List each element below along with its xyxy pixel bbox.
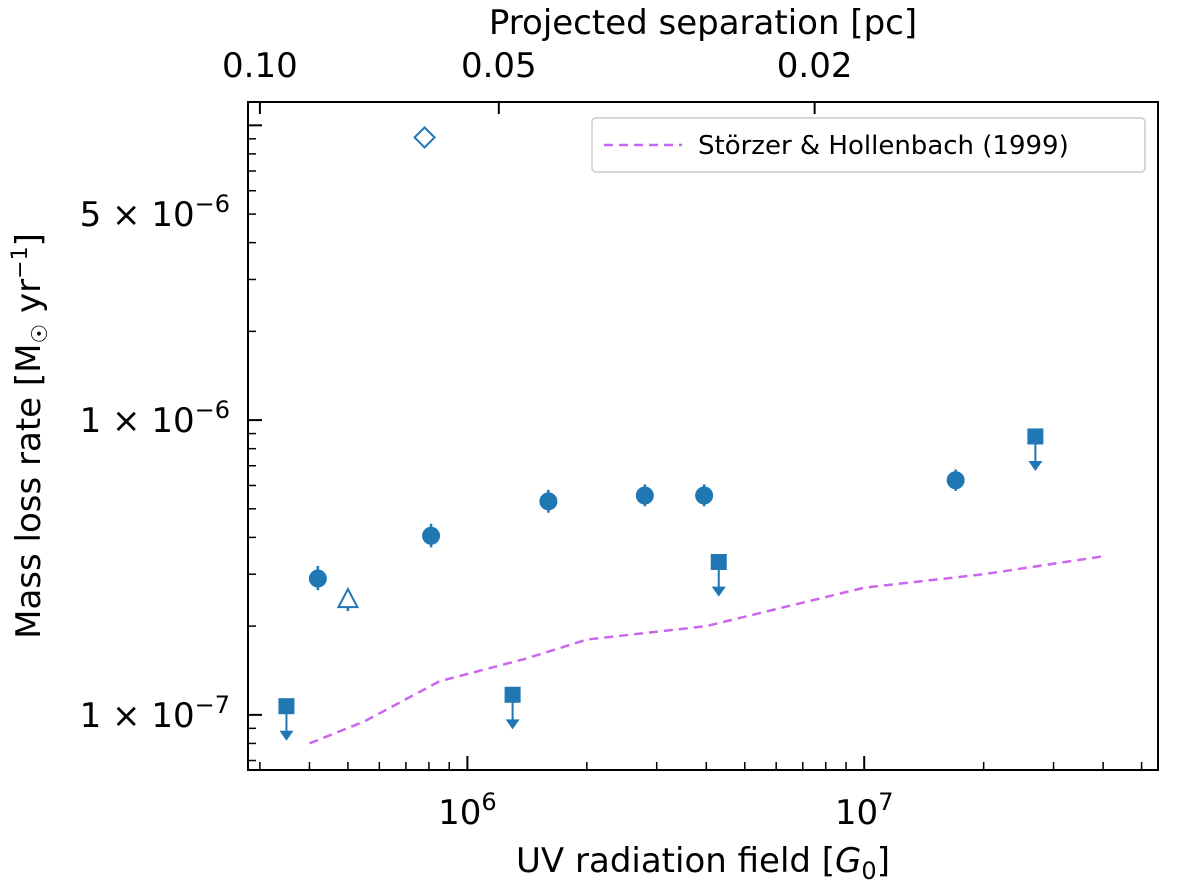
x-tick-label: 107 (835, 788, 894, 833)
legend-label: Störzer & Hollenbach (1999) (698, 131, 1069, 161)
series-layer (278, 125, 1104, 745)
data-point-triangle (336, 587, 360, 609)
x-axis-title: UV radiation field [G0] (516, 841, 890, 885)
data-point-square (710, 554, 727, 571)
data-point-circle (539, 492, 558, 511)
data-point-square (1027, 428, 1044, 445)
y-tick-label: 1 × 10−7 (80, 691, 230, 736)
top-axis-title: Projected separation [pc] (489, 3, 917, 43)
upper-limit-arrowhead (1028, 461, 1043, 472)
y-tick-label: 1 × 10−6 (80, 396, 230, 441)
data-point-circle (308, 569, 327, 588)
top-tick-label: 0.10 (222, 46, 298, 86)
upper-limit-arrowhead (711, 586, 726, 597)
data-point-circle (422, 526, 441, 545)
data-point-circle (635, 486, 654, 505)
top-tick-label: 0.02 (777, 46, 853, 86)
upper-limit-arrowhead (279, 730, 294, 741)
minor-ticks (248, 102, 1143, 770)
data-point-diamond (413, 125, 436, 149)
plot-area (248, 102, 1158, 770)
labels-layer: 0.10 0.05 0.02 106 107 1 × 10−7 1 × 10−6 5 × 10… (80, 46, 894, 833)
legend-box (591, 117, 1146, 173)
top-tick-label: 0.05 (461, 46, 537, 86)
data-point-square (504, 686, 521, 703)
data-point-circle (695, 486, 714, 505)
data-point-square (278, 698, 295, 715)
upper-limit-arrowhead (505, 719, 520, 730)
model-curve (309, 555, 1104, 745)
y-tick-label: 5 × 10−6 (80, 190, 230, 235)
plot-frame (247, 101, 1159, 771)
legend: Störzer & Hollenbach (1999) (591, 117, 1146, 173)
x-tick-label: 106 (438, 788, 497, 833)
data-point-circle (946, 471, 965, 490)
y-axis-title: Mass loss rate [M☉ yr−1] (8, 233, 53, 639)
